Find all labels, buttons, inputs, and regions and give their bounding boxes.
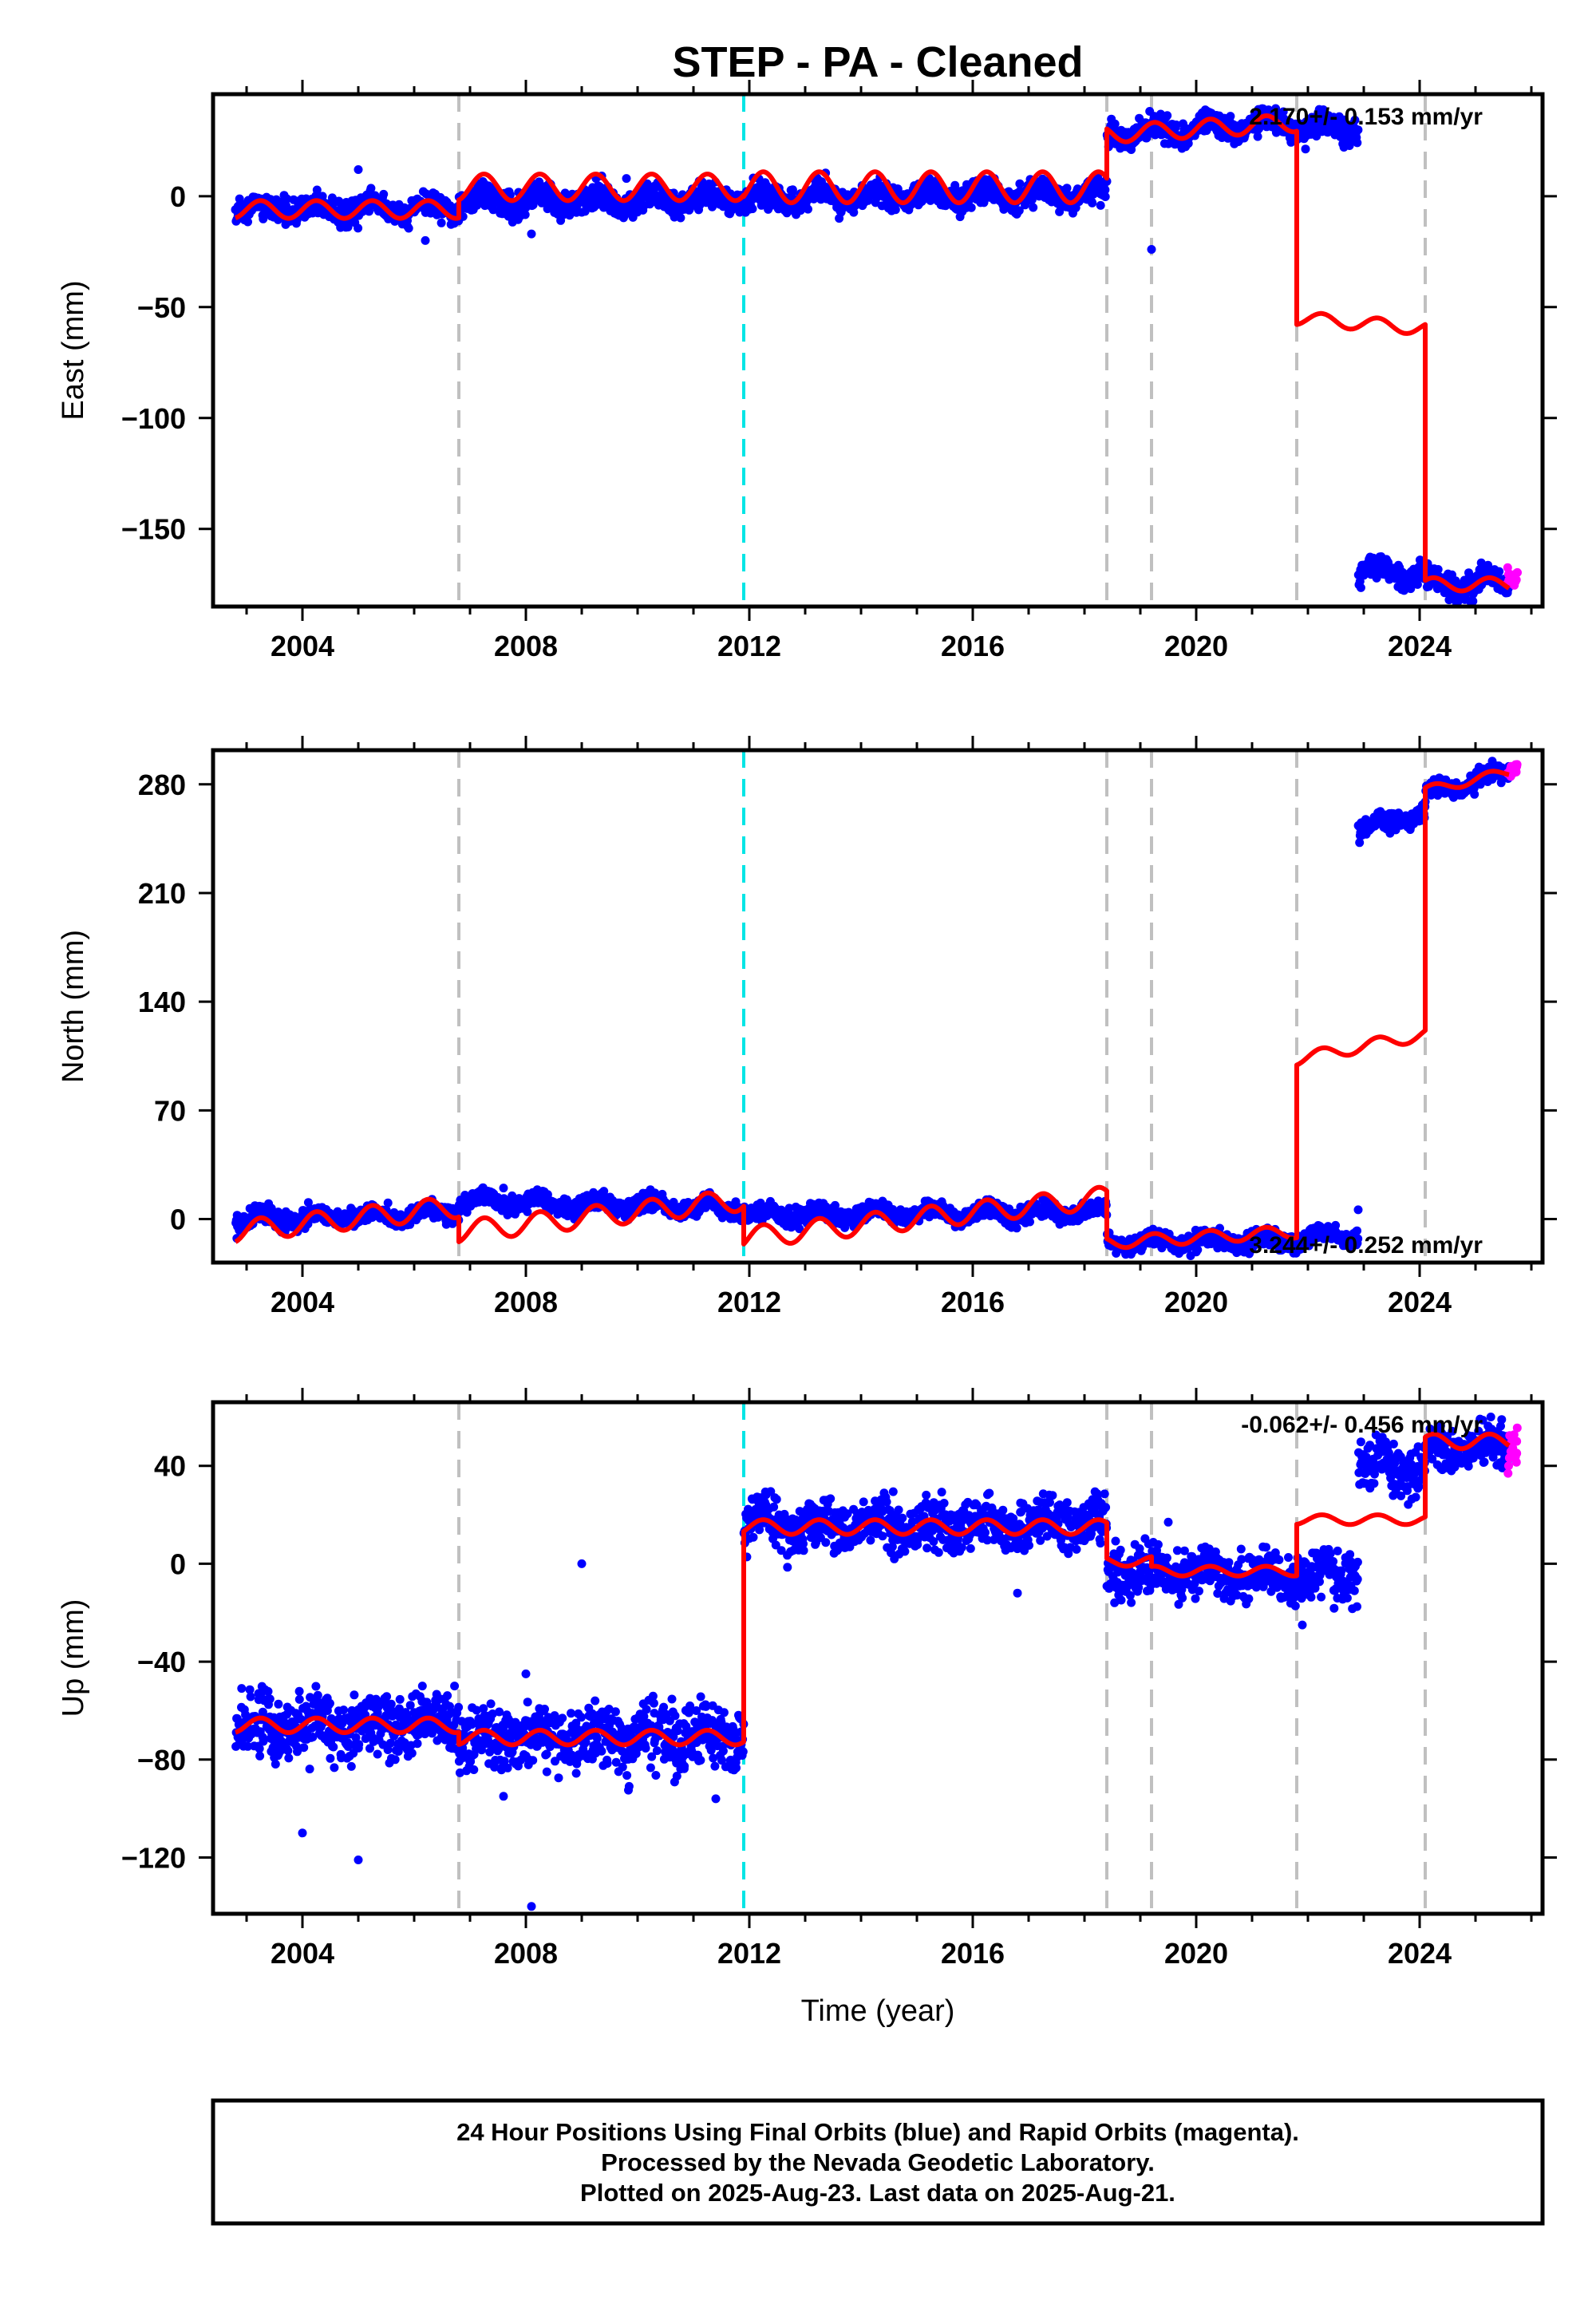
data-point bbox=[243, 217, 252, 227]
data-point bbox=[379, 189, 389, 199]
y-tick-label: −100 bbox=[121, 402, 186, 435]
data-point bbox=[1088, 198, 1097, 207]
data-point bbox=[1029, 203, 1038, 212]
x-tick-label: 2020 bbox=[1164, 630, 1228, 662]
data-point bbox=[804, 204, 812, 214]
data-point bbox=[1278, 107, 1288, 117]
data-point bbox=[1100, 192, 1110, 201]
data-point bbox=[788, 185, 797, 195]
data-point bbox=[1015, 179, 1025, 188]
data-point bbox=[966, 203, 976, 212]
data-point bbox=[1014, 206, 1024, 215]
data-point bbox=[1062, 184, 1072, 193]
data-point bbox=[1193, 1245, 1203, 1255]
data-point bbox=[1163, 111, 1172, 121]
x-tick-label: 2016 bbox=[941, 630, 1005, 662]
outlier-point bbox=[622, 174, 631, 184]
data-point bbox=[560, 188, 570, 198]
data-point bbox=[437, 218, 446, 227]
data-point bbox=[1012, 1223, 1021, 1233]
rapid-point bbox=[1511, 568, 1521, 578]
data-point bbox=[1171, 121, 1181, 129]
data-point bbox=[1253, 132, 1262, 141]
data-point bbox=[1353, 138, 1362, 148]
y-tick-label: −150 bbox=[121, 513, 186, 546]
outlier-point bbox=[527, 229, 536, 239]
outlier-point bbox=[421, 235, 430, 245]
data-point bbox=[303, 1198, 313, 1207]
rapid-point bbox=[1511, 577, 1520, 587]
x-tick-label: 2012 bbox=[717, 630, 781, 662]
data-point bbox=[1476, 558, 1486, 567]
data-point bbox=[1350, 116, 1360, 124]
x-tick-label: 2024 bbox=[1388, 630, 1452, 662]
data-point bbox=[891, 205, 900, 215]
outlier-point bbox=[1147, 245, 1156, 254]
data-point bbox=[404, 223, 413, 233]
data-point bbox=[1412, 579, 1422, 589]
data-point bbox=[1100, 185, 1110, 195]
east-rate-label: 2.170+/- 0.153 mm/yr bbox=[1249, 104, 1483, 130]
east-rapid-points bbox=[1503, 563, 1522, 590]
data-point bbox=[893, 184, 903, 194]
data-point bbox=[1356, 583, 1365, 592]
data-point bbox=[676, 213, 685, 223]
outlier-point bbox=[354, 165, 363, 174]
north-panel: 2004 2008 2012 2016 2020 2024070140210280Nort… bbox=[57, 736, 1557, 1318]
data-point bbox=[488, 205, 498, 215]
data-point bbox=[282, 194, 292, 204]
data-point bbox=[1025, 1217, 1034, 1227]
rapid-point bbox=[1503, 570, 1513, 579]
data-point bbox=[343, 223, 353, 231]
east-model-line bbox=[234, 113, 1511, 594]
data-point bbox=[685, 204, 694, 214]
east-frame bbox=[211, 92, 1545, 609]
data-point bbox=[1096, 200, 1105, 210]
east-plot-content bbox=[231, 94, 1522, 607]
east-axis-label: East (mm) bbox=[57, 280, 90, 420]
rapid-point bbox=[1503, 563, 1512, 572]
east-panel: 2004 2008 2012 2016 2020 2024 −150 −100 −50 0 East… bbox=[57, 80, 1557, 662]
data-point bbox=[383, 1198, 393, 1207]
north-plot-area bbox=[213, 750, 1543, 1263]
data-point bbox=[354, 223, 363, 233]
x-tick-label: 2004 bbox=[271, 630, 334, 662]
data-point bbox=[1433, 565, 1443, 574]
data-point bbox=[365, 207, 373, 216]
x-tick-label: 2008 bbox=[494, 630, 558, 662]
data-point bbox=[1301, 144, 1310, 154]
data-point bbox=[748, 204, 757, 214]
y-tick-label: 0 bbox=[170, 180, 186, 213]
data-point bbox=[312, 185, 322, 195]
data-point bbox=[543, 204, 552, 214]
data-point bbox=[366, 184, 376, 193]
data-point bbox=[1353, 125, 1363, 135]
figure-title: STEP - PA - Cleaned bbox=[672, 38, 1083, 86]
data-point bbox=[1110, 119, 1120, 128]
north-plot-content bbox=[231, 750, 1522, 1263]
data-point bbox=[1495, 567, 1504, 576]
y-tick-label: −50 bbox=[137, 291, 186, 324]
data-point bbox=[520, 210, 530, 219]
data-point bbox=[1226, 112, 1235, 121]
data-point bbox=[259, 214, 268, 223]
data-point bbox=[1468, 596, 1478, 606]
